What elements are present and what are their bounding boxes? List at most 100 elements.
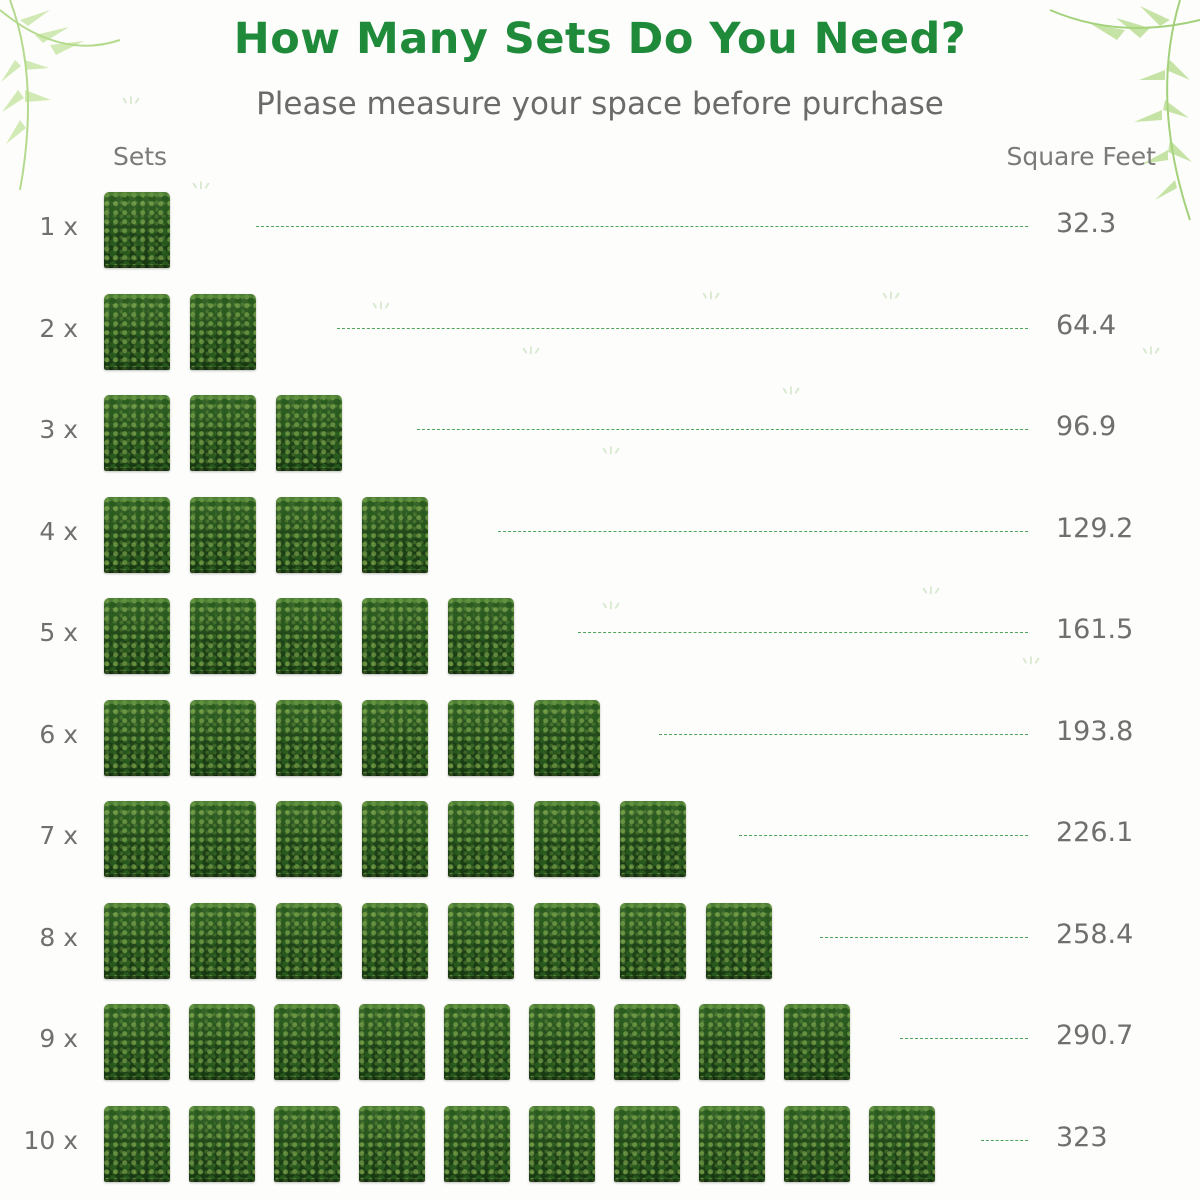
- boxwood-hedge-panel-icon: [362, 902, 428, 979]
- square-feet-value: 258.4: [1056, 918, 1134, 950]
- boxwood-hedge-panel-icon: [869, 1105, 935, 1182]
- boxwood-hedge-panel-icon: [276, 801, 342, 877]
- boxwood-hedge-panel-icon: [104, 192, 170, 268]
- boxwood-hedge-panel-icon: [104, 902, 170, 979]
- boxwood-hedge-panel-icon: [104, 395, 170, 471]
- boxwood-hedge-panel-icon: [534, 699, 600, 776]
- fern-leaf-icon: ⺌: [190, 181, 213, 206]
- fern-leaf-icon: ⺌: [780, 386, 803, 411]
- boxwood-hedge-panel-icon: [190, 699, 256, 776]
- dashed-leader-line: [819, 936, 1028, 938]
- boxwood-hedge-panel-icon: [276, 902, 342, 979]
- boxwood-hedge-panel-icon: [529, 1004, 595, 1080]
- boxwood-hedge-panel-icon: [190, 902, 256, 979]
- boxwood-hedge-panel-icon: [276, 598, 342, 674]
- boxwood-hedge-panel-icon: [614, 1105, 680, 1182]
- boxwood-hedge-panel-icon: [362, 801, 428, 877]
- square-feet-value: 193.8: [1056, 715, 1134, 747]
- square-feet-value: 64.4: [1056, 309, 1117, 341]
- boxwood-hedge-panel-icon: [444, 1105, 510, 1182]
- fern-leaf-icon: ⺌: [700, 291, 723, 316]
- boxwood-hedge-panel-icon: [706, 902, 772, 979]
- fern-leaf-icon: ⺌: [1140, 346, 1163, 371]
- boxwood-hedge-panel-icon: [534, 902, 600, 979]
- square-feet-value: 290.7: [1056, 1020, 1134, 1051]
- boxwood-hedge-panel-icon: [104, 1105, 170, 1182]
- fern-leaf-icon: ⺌: [880, 291, 903, 316]
- sets-count-label: 8 x: [39, 922, 78, 952]
- boxwood-hedge-panel-icon: [274, 1105, 340, 1182]
- boxwood-hedge-panel-icon: [362, 598, 428, 674]
- sets-count-label: 5 x: [39, 618, 78, 647]
- sets-count-label: 3 x: [39, 415, 78, 444]
- sets-count-label: 2 x: [39, 313, 78, 343]
- table-row: 8 x 258.4: [0, 902, 1200, 983]
- boxwood-hedge-panel-icon: [614, 1004, 680, 1080]
- boxwood-hedge-panel-icon: [190, 293, 256, 370]
- table-row: 10 x 323: [0, 1105, 1200, 1186]
- boxwood-hedge-panel-icon: [276, 496, 342, 573]
- boxwood-hedge-panel-icon: [699, 1105, 765, 1182]
- table-row: 9 x 290.7: [0, 1004, 1200, 1084]
- table-row: 7 x 226.1: [0, 801, 1200, 881]
- sets-column-header: Sets: [113, 142, 168, 171]
- boxwood-hedge-panel-icon: [699, 1004, 765, 1080]
- dashed-leader-line: [900, 1038, 1028, 1039]
- sets-count-label: 4 x: [39, 516, 78, 546]
- square-feet-column-header: Square Feet: [1006, 142, 1156, 171]
- boxwood-hedge-panel-icon: [104, 598, 170, 674]
- sets-count-label: 6 x: [39, 719, 78, 749]
- boxwood-hedge-panel-icon: [276, 395, 342, 471]
- boxwood-hedge-panel-icon: [190, 801, 256, 877]
- boxwood-hedge-panel-icon: [190, 598, 256, 674]
- sets-count-label: 7 x: [39, 821, 78, 850]
- boxwood-hedge-panel-icon: [362, 699, 428, 776]
- fern-leaf-icon: ⺌: [120, 96, 143, 121]
- boxwood-hedge-panel-icon: [448, 699, 514, 776]
- square-feet-value: 323: [1056, 1121, 1108, 1153]
- boxwood-hedge-panel-icon: [190, 496, 256, 573]
- table-row: 6 x 193.8: [0, 699, 1200, 780]
- boxwood-hedge-panel-icon: [104, 496, 170, 573]
- square-feet-value: 32.3: [1056, 208, 1117, 239]
- dashed-leader-line: [578, 632, 1028, 633]
- square-feet-value: 226.1: [1056, 817, 1134, 848]
- sets-count-label: 10 x: [23, 1125, 78, 1155]
- page-title: How Many Sets Do You Need?: [233, 14, 967, 64]
- page-subtitle: Please measure your space before purchas…: [256, 86, 944, 122]
- square-feet-value: 96.9: [1056, 411, 1117, 442]
- fern-leaf-icon: ⺌: [600, 446, 623, 471]
- fern-leaf-icon: [0, 0, 121, 191]
- dashed-leader-line: [256, 226, 1028, 227]
- square-feet-value: 161.5: [1056, 614, 1134, 645]
- fern-leaf-icon: ⺌: [1020, 656, 1043, 681]
- sets-count-label: 1 x: [39, 212, 78, 241]
- boxwood-hedge-panel-icon: [784, 1004, 850, 1080]
- table-row: 5 x 161.5: [0, 598, 1200, 678]
- dashed-leader-line: [658, 733, 1028, 735]
- boxwood-hedge-panel-icon: [189, 1004, 255, 1080]
- boxwood-hedge-panel-icon: [444, 1004, 510, 1080]
- boxwood-hedge-panel-icon: [362, 496, 428, 573]
- dashed-leader-line: [336, 327, 1028, 329]
- boxwood-hedge-panel-icon: [190, 395, 256, 471]
- boxwood-hedge-panel-icon: [359, 1004, 425, 1080]
- sets-count-label: 9 x: [39, 1024, 78, 1053]
- table-row: 4 x 129.2: [0, 496, 1200, 577]
- boxwood-hedge-panel-icon: [534, 801, 600, 877]
- boxwood-hedge-panel-icon: [620, 801, 686, 877]
- boxwood-hedge-panel-icon: [448, 801, 514, 877]
- table-row: 3 x 96.9: [0, 395, 1200, 475]
- boxwood-hedge-panel-icon: [359, 1105, 425, 1182]
- boxwood-hedge-panel-icon: [784, 1105, 850, 1182]
- dashed-leader-line: [980, 1139, 1028, 1141]
- boxwood-hedge-panel-icon: [276, 699, 342, 776]
- fern-leaf-icon: ⺌: [600, 601, 623, 626]
- dashed-leader-line: [417, 429, 1028, 430]
- square-feet-value: 129.2: [1056, 512, 1134, 544]
- boxwood-hedge-panel-icon: [448, 902, 514, 979]
- boxwood-hedge-panel-icon: [104, 1004, 170, 1080]
- boxwood-hedge-panel-icon: [104, 801, 170, 877]
- boxwood-hedge-panel-icon: [274, 1004, 340, 1080]
- fern-leaf-icon: [1049, 0, 1200, 221]
